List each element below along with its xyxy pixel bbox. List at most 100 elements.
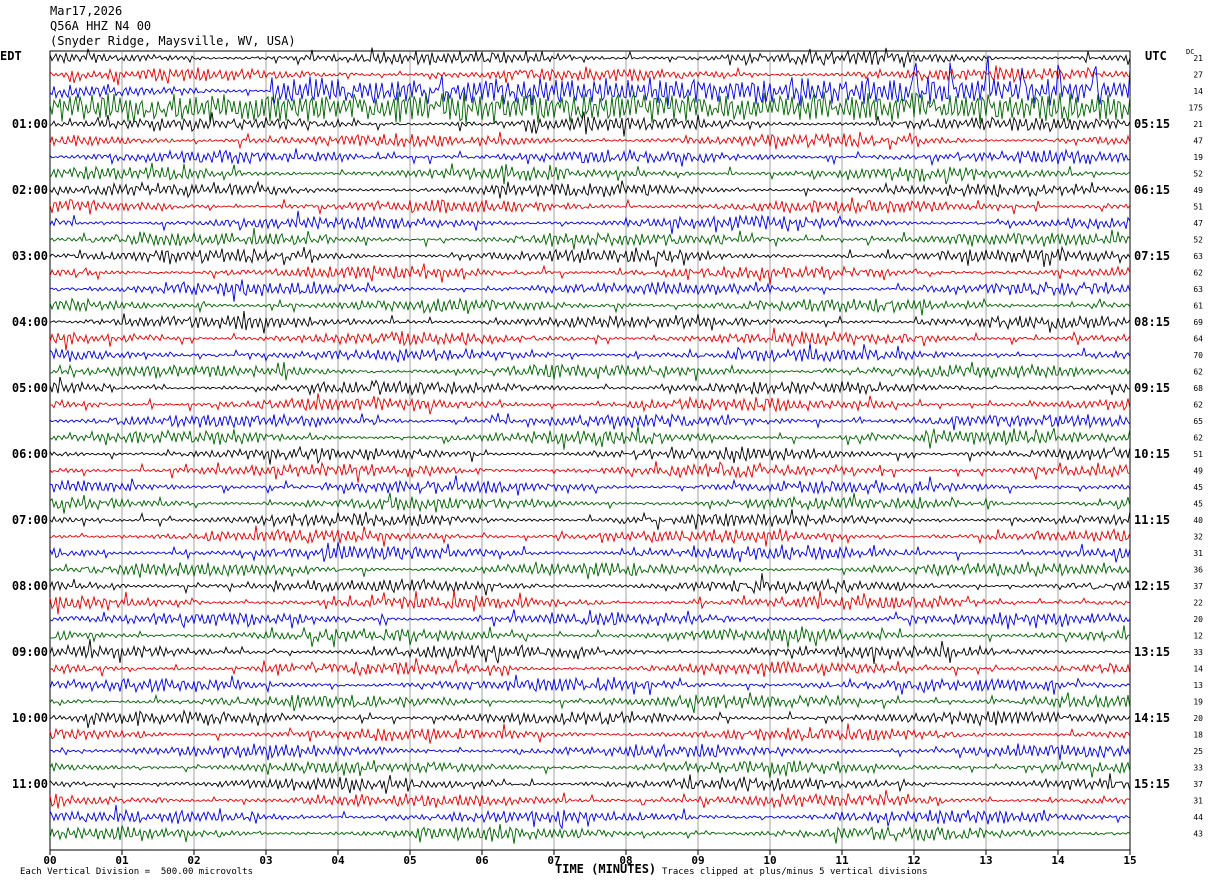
right-timezone-label: UTC [1145,49,1167,63]
x-tick-label: 08 [619,854,632,867]
dc-offset-label: 27 [1193,71,1203,80]
dc-offset-label: 175 [1189,104,1204,113]
right-hour-label: 13:15 [1134,645,1170,659]
dc-offset-label: 62 [1193,269,1203,278]
dc-offset-label: 21 [1193,54,1203,63]
x-tick-label: 07 [547,854,560,867]
dc-offset-label: 22 [1193,599,1203,608]
dc-offset-label: 37 [1193,780,1203,789]
seismic-trace [49,361,1131,382]
seismic-trace [49,180,1131,199]
x-tick-label: 03 [259,854,272,867]
x-tick-label: 10 [763,854,776,867]
dc-offset-label: 70 [1193,351,1203,360]
seismic-trace [49,55,1131,107]
right-hour-label: 05:15 [1134,117,1170,131]
dc-offset-label: 31 [1193,549,1203,558]
right-hour-label: 15:15 [1134,777,1170,791]
dc-offset-label: 36 [1193,566,1203,575]
x-tick-label: 14 [1051,854,1065,867]
dc-offset-label: 45 [1193,483,1203,492]
left-hour-label: 07:00 [12,513,48,527]
dc-offset-label: 62 [1193,401,1203,410]
seismic-trace [49,759,1131,779]
dc-offset-label: 32 [1193,533,1203,542]
dc-offset-label: 61 [1193,302,1203,311]
x-tick-label: 04 [331,854,345,867]
seismic-trace [49,625,1131,648]
dc-offset-label: 68 [1193,384,1203,393]
left-hour-label: 02:00 [12,183,48,197]
seismic-trace [49,639,1131,664]
x-tick-label: 15 [1123,854,1136,867]
seismic-trace [49,542,1131,563]
left-hour-label: 06:00 [12,447,48,461]
dc-offset-label: 62 [1193,434,1203,443]
seismic-trace [49,525,1131,547]
seismic-trace [49,743,1131,761]
seismic-trace [49,343,1131,363]
seismic-trace [49,492,1131,514]
x-tick-label: 13 [979,854,992,867]
plot-date: Mar17,2026 [50,4,123,18]
seismic-trace [49,197,1131,216]
seismic-trace [49,658,1131,678]
dc-offset-label: 51 [1193,203,1203,212]
x-axis-title: TIME (MINUTES) [555,862,657,876]
right-hour-label: 14:15 [1134,711,1170,725]
dc-offset-label: 52 [1193,236,1203,245]
seismic-trace [49,393,1131,415]
seismic-trace [49,723,1131,744]
x-tick-label: 06 [475,854,489,867]
seismic-trace [49,148,1131,167]
left-hour-label: 11:00 [12,777,48,791]
dc-offset-label: 47 [1193,219,1203,228]
right-hour-label: 12:15 [1134,579,1170,593]
seismic-trace [49,773,1131,794]
dc-offset-label: 43 [1193,830,1203,839]
dc-offset-label: 37 [1193,582,1203,591]
seismic-trace [49,111,1131,137]
dc-offset-label: 52 [1193,170,1203,179]
plot-frame [49,50,1131,851]
x-tick-label: 01 [115,854,129,867]
x-tick-label: 00 [43,854,56,867]
dc-offset-label: 33 [1193,764,1203,773]
seismic-trace [49,561,1131,580]
dc-header-label: DC [1186,48,1195,56]
seismic-trace [49,327,1131,351]
seismic-trace [49,609,1131,630]
seismic-trace [49,162,1131,185]
dc-offset-label: 13 [1193,681,1203,690]
dc-offset-label: 31 [1193,797,1203,806]
seismic-trace [49,376,1131,397]
seismic-trace [49,297,1131,316]
right-hour-label: 10:15 [1134,447,1170,461]
seismic-trace [49,310,1131,334]
dc-offset-label: 51 [1193,450,1203,459]
dc-offset-label: 20 [1193,615,1203,624]
seismic-trace [49,279,1131,302]
seismic-trace [49,227,1131,250]
right-hour-label: 09:15 [1134,381,1170,395]
left-hour-label: 09:00 [12,645,48,659]
dc-offset-label: 25 [1193,747,1203,756]
seismic-trace [49,789,1131,809]
dc-offset-label: 20 [1193,714,1203,723]
dc-offset-label: 63 [1193,285,1203,294]
seismic-trace [49,131,1131,150]
left-hour-label: 03:00 [12,249,48,263]
x-tick-label: 02 [187,854,200,867]
dc-offset-label: 65 [1193,417,1203,426]
left-hour-label: 04:00 [12,315,48,329]
dc-offset-label: 49 [1193,467,1203,476]
dc-offset-label: 21 [1193,120,1203,129]
dc-offset-label: 47 [1193,137,1203,146]
seismic-trace [49,47,1131,68]
seismic-trace [49,91,1131,125]
right-hour-label: 08:15 [1134,315,1170,329]
seismic-trace [49,426,1131,450]
seismic-trace [49,412,1131,431]
dc-offset-label: 45 [1193,500,1203,509]
